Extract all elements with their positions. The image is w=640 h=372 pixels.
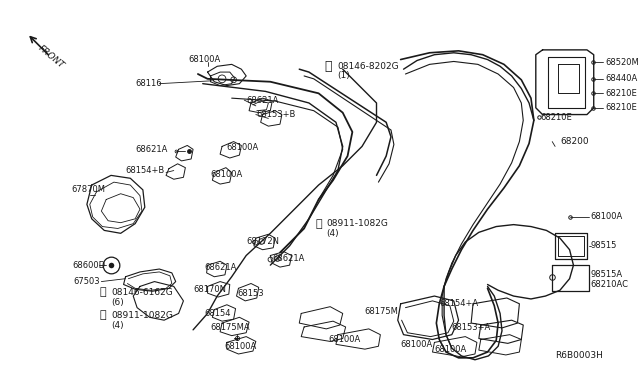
Text: 08911-1082G: 08911-1082G [326, 219, 388, 228]
Text: 68100A: 68100A [211, 170, 243, 179]
Text: 98515A: 98515A [591, 270, 623, 279]
Text: 68153: 68153 [237, 289, 264, 298]
Text: FRONT: FRONT [36, 43, 66, 70]
Text: 67870M: 67870M [72, 185, 106, 194]
Text: 68154: 68154 [205, 309, 231, 318]
Text: 68175MA: 68175MA [211, 323, 250, 333]
Text: R6B0003H: R6B0003H [556, 352, 604, 360]
Text: 68100A: 68100A [226, 143, 258, 152]
Text: 68621A: 68621A [205, 263, 237, 272]
Text: 08146-6162G: 08146-6162G [111, 288, 173, 297]
Text: 68170N: 68170N [193, 285, 226, 294]
Text: 98515: 98515 [591, 241, 617, 250]
Text: 68520M: 68520M [605, 58, 639, 67]
Text: 68621A: 68621A [135, 145, 168, 154]
Text: (4): (4) [111, 321, 124, 330]
Text: 68100A: 68100A [401, 340, 433, 349]
Text: 68600D: 68600D [72, 261, 106, 270]
Text: (6): (6) [111, 298, 124, 307]
Text: 68154+B: 68154+B [125, 166, 164, 175]
Text: 68100A: 68100A [188, 55, 221, 64]
Text: 68100A: 68100A [591, 212, 623, 221]
Text: 68210E: 68210E [541, 113, 572, 122]
Text: Ⓝ: Ⓝ [100, 310, 107, 320]
Text: (4): (4) [326, 229, 339, 238]
Text: 68100A: 68100A [224, 342, 256, 351]
Text: 68210E: 68210E [605, 103, 637, 112]
Text: 68153+B: 68153+B [257, 110, 296, 119]
Text: 68100A: 68100A [328, 335, 360, 344]
Text: 68172N: 68172N [246, 237, 279, 246]
Text: 68440A: 68440A [605, 74, 637, 83]
Text: 68116: 68116 [135, 79, 162, 88]
Text: 68154+A: 68154+A [439, 299, 478, 308]
Text: Ⓑ: Ⓑ [100, 287, 107, 297]
Text: Ⓑ: Ⓑ [324, 60, 332, 73]
Text: (1): (1) [337, 71, 349, 80]
Text: 68100A: 68100A [435, 344, 467, 354]
Text: 67503: 67503 [74, 277, 100, 286]
Text: 08146-8202G: 08146-8202G [337, 62, 399, 71]
Text: 08911-1082G: 08911-1082G [111, 311, 173, 320]
Text: 68200: 68200 [560, 137, 589, 146]
Text: 68621A: 68621A [246, 96, 278, 105]
Text: 68621A: 68621A [272, 254, 305, 263]
Text: 68153+A: 68153+A [452, 323, 491, 333]
Text: 68210E: 68210E [605, 89, 637, 98]
Text: Ⓝ: Ⓝ [316, 219, 322, 229]
Text: 68175M: 68175M [364, 307, 398, 316]
Text: 68210AC: 68210AC [591, 280, 629, 289]
